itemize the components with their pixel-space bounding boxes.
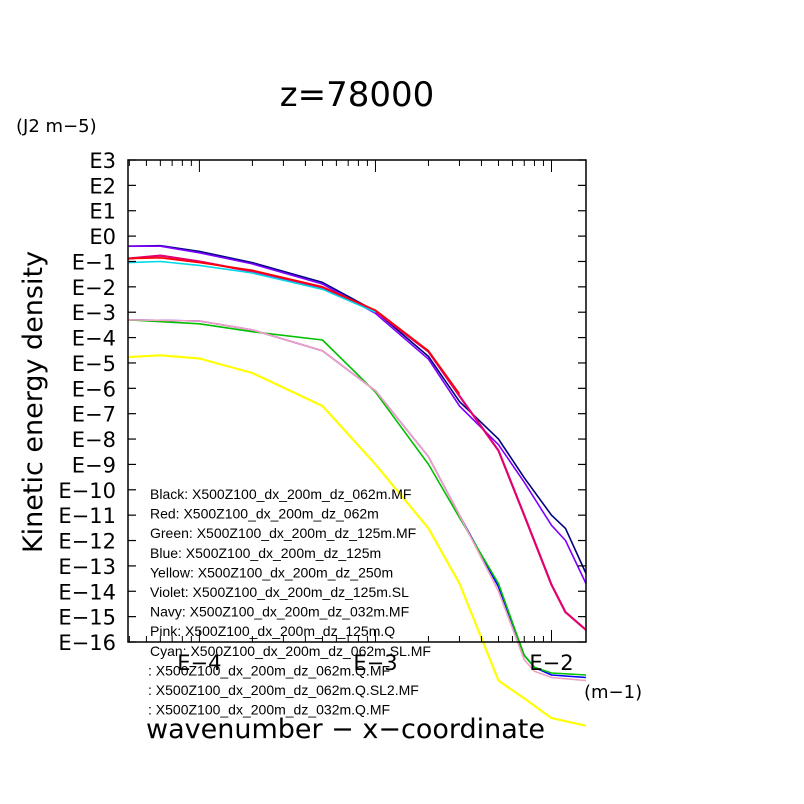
y-tick-label: E−1 [72, 250, 116, 274]
y-tick-label: E−12 [58, 530, 116, 554]
x-unit-label: (m−1) [584, 682, 642, 703]
chart-title: z=78000 [280, 75, 435, 115]
x-tick-label: E−4 [177, 651, 221, 675]
y-unit-label: (J2 m−5) [16, 116, 97, 137]
y-tick-label: E0 [89, 225, 116, 249]
series-line-6 [128, 319, 587, 676]
legend-entry: Blue: X500Z100_dx_200m_dz_125m [150, 545, 381, 561]
series-layer [128, 244, 587, 727]
y-tick-label: E2 [89, 174, 116, 198]
series-line-1 [128, 245, 587, 584]
y-tick-label: E−11 [58, 504, 116, 528]
legend-entry: Green: X500Z100_dx_200m_dz_125m.MF [150, 525, 416, 541]
y-tick-label: E−10 [58, 479, 116, 503]
legend-entry: Navy: X500Z100_dx_200m_dz_032m.MF [150, 604, 409, 620]
x-axis: E−4 E−3 E−2 [128, 160, 574, 675]
y-tick-label: E−16 [58, 631, 116, 655]
y-tick-label: E−15 [58, 606, 116, 630]
y-tick-label: E−8 [72, 428, 116, 452]
y-tick-label: E−14 [58, 580, 116, 604]
legend-entry: Yellow: X500Z100_dx_200m_dz_250m [150, 564, 393, 580]
x-tick-label: E−2 [529, 651, 573, 675]
legend-entry: : X500Z100_dx_200m_dz_032m.Q.MF [148, 702, 390, 718]
legend: Black: X500Z100_dx_200m_dz_062m.MF Red: X… [148, 486, 431, 718]
y-tick-label: E1 [89, 200, 116, 224]
x-tick-label: E−3 [353, 651, 397, 675]
y-tick-label: E3 [89, 149, 116, 173]
y-axis-label: Kinetic energy density [18, 251, 49, 553]
y-tick-label: E−9 [72, 453, 116, 477]
legend-entry: Black: X500Z100_dx_200m_dz_062m.MF [150, 486, 411, 502]
y-tick-label: E−3 [72, 301, 116, 325]
series-line-3 [128, 256, 461, 395]
y-tick-label: E−2 [72, 276, 116, 300]
legend-entry: : X500Z100_dx_200m_dz_062m.Q.SL2.MF [148, 682, 419, 698]
series-line-8 [128, 354, 587, 727]
y-tick-label: E−6 [72, 377, 116, 401]
y-tick-label: E−13 [58, 555, 116, 579]
x-axis-label: wavenumber − x−coordinate [146, 714, 545, 745]
legend-entry: Violet: X500Z100_dx_200m_dz_125m.SL [150, 584, 409, 600]
y-tick-label: E−7 [72, 403, 116, 427]
series-line-0 [128, 244, 587, 574]
plot-frame [127, 159, 587, 643]
y-axis: E3E2E1E0E−1E−2E−3E−4E−5E−6E−7E−8E−9E−10E… [58, 149, 586, 655]
series-line-4 [128, 260, 376, 313]
legend-entry: Cyan: X500Z100_dx_200m_dz_062m.SL.MF [150, 643, 431, 659]
y-tick-label: E−4 [72, 327, 116, 351]
y-tick-label: E−5 [72, 352, 116, 376]
series-line-7 [128, 319, 587, 682]
legend-entry: Red: X500Z100_dx_200m_dz_062m [150, 506, 379, 522]
legend-entry: : X500Z100_dx_200m_dz_062m.Q.MF [148, 662, 390, 678]
legend-entry: Pink: X500Z100_dx_200m_dz_125m.Q [150, 623, 395, 639]
